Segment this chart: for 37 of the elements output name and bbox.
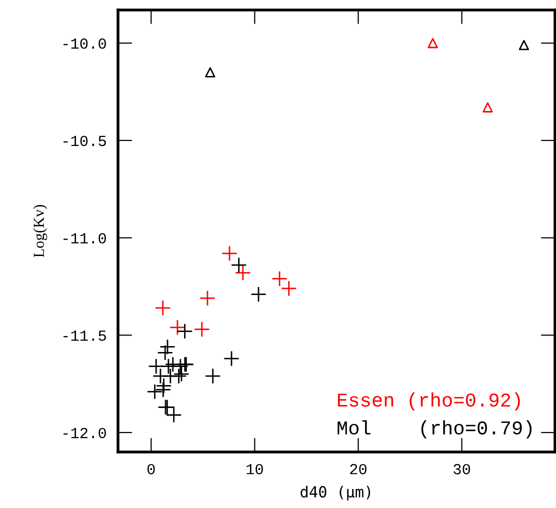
point [155,382,172,398]
point [280,280,297,296]
point [157,344,174,361]
point [230,257,247,274]
point [170,368,187,384]
y-tick-label: -12.0 [64,428,106,438]
x-tick-label: 10 [246,464,263,474]
point [160,338,176,355]
point [174,366,190,382]
point [204,368,221,384]
x-tick-label: 20 [350,464,366,474]
y-tick-label: -11.5 [64,330,106,341]
x-tick-label: 0 [147,464,155,474]
y-tick-label: -10.0 [64,38,106,49]
point [169,319,186,336]
y-tick-label: -11.0 [64,233,106,244]
y-axis-title: Log(Kv) [33,204,48,258]
point [518,40,530,50]
legend-label: Mol (rho=0.79) [338,420,532,438]
point [482,102,493,112]
y-tick-label: -10.5 [64,136,106,146]
point [428,38,438,48]
x-tick-label: 30 [454,464,470,474]
point [234,264,251,281]
point [250,286,266,302]
point [172,358,188,374]
point [166,407,182,423]
point [224,350,240,367]
point [154,300,171,316]
text: Essen (rho=0.92) [338,392,520,411]
point [199,290,216,306]
point [194,321,210,338]
x-axis-title: d40 (µm) [300,486,370,501]
point [272,270,288,287]
point [176,323,193,340]
point [205,67,216,78]
point [222,245,238,262]
